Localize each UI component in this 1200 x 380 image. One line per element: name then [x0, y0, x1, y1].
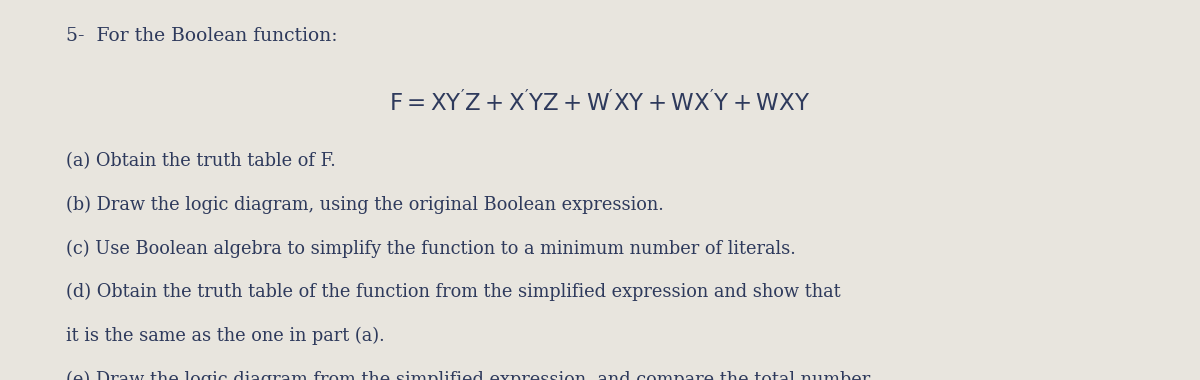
Text: (b) Draw the logic diagram, using the original Boolean expression.: (b) Draw the logic diagram, using the or… [66, 196, 664, 214]
Text: it is the same as the one in part (a).: it is the same as the one in part (a). [66, 327, 385, 345]
Text: (c) Use Boolean algebra to simplify the function to a minimum number of literals: (c) Use Boolean algebra to simplify the … [66, 239, 796, 258]
Text: 5-  For the Boolean function:: 5- For the Boolean function: [66, 27, 337, 44]
Text: $\mathregular{F = XY'Z + X'YZ + W'XY + WX'Y + WXY}$: $\mathregular{F = XY'Z + X'YZ + W'XY + W… [390, 91, 810, 116]
Text: (e) Draw the logic diagram from the simplified expression, and compare the total: (e) Draw the logic diagram from the simp… [66, 370, 870, 380]
Text: (a) Obtain the truth table of F.: (a) Obtain the truth table of F. [66, 152, 336, 170]
Text: (d) Obtain the truth table of the function from the simplified expression and sh: (d) Obtain the truth table of the functi… [66, 283, 841, 301]
